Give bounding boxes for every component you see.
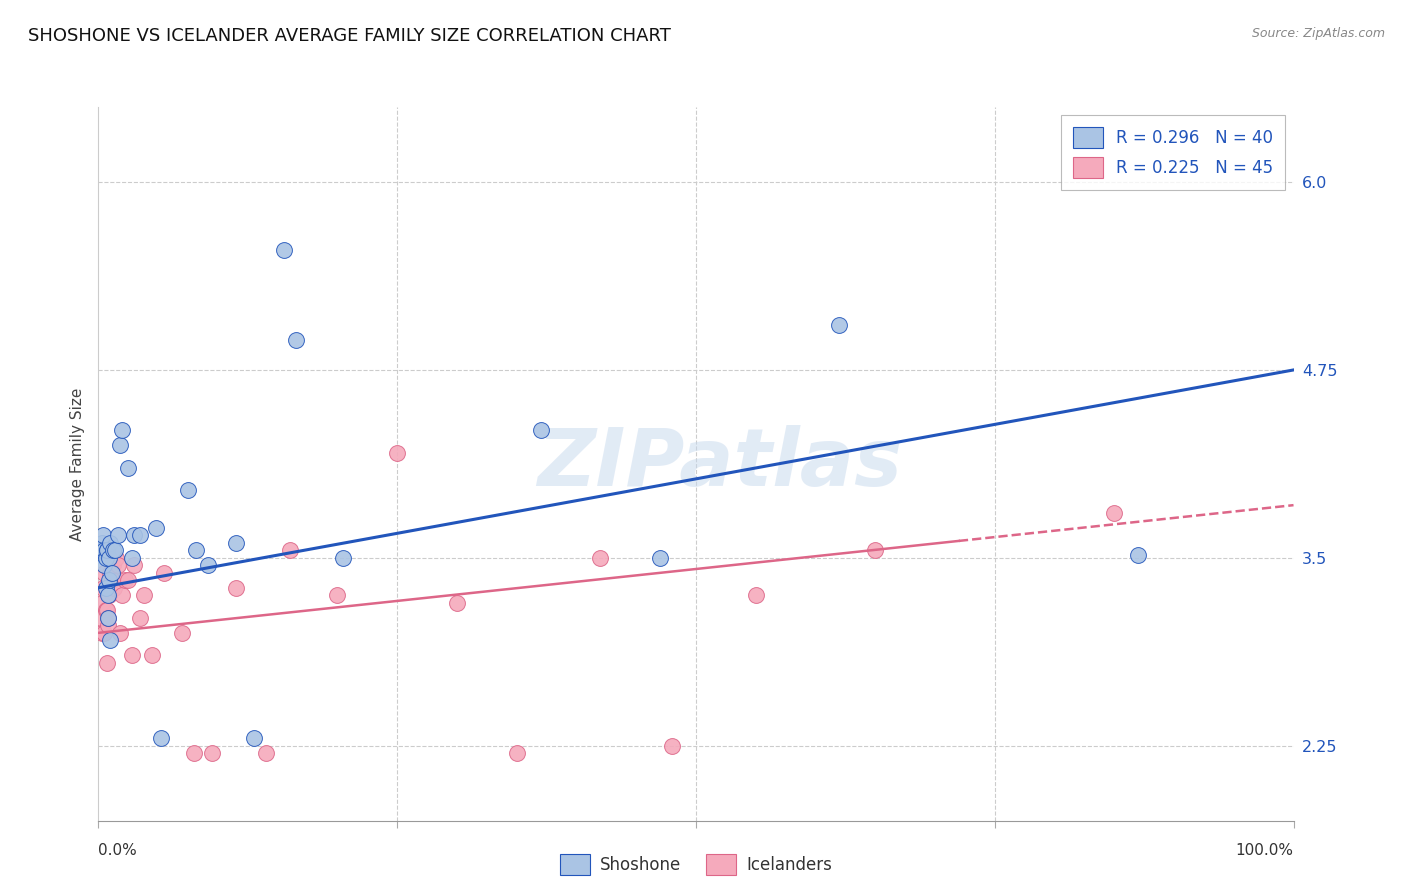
Point bbox=[94, 581, 117, 595]
Point bbox=[201, 746, 224, 760]
Point bbox=[93, 625, 115, 640]
Point bbox=[108, 438, 131, 452]
Text: Source: ZipAtlas.com: Source: ZipAtlas.com bbox=[1251, 27, 1385, 40]
Point bbox=[254, 746, 277, 760]
Point bbox=[96, 603, 118, 617]
Text: ZIPatlas: ZIPatlas bbox=[537, 425, 903, 503]
Point bbox=[101, 558, 124, 573]
Point bbox=[90, 543, 112, 558]
Point bbox=[90, 611, 112, 625]
Point bbox=[91, 535, 114, 549]
Point bbox=[326, 588, 349, 602]
Point bbox=[111, 588, 134, 602]
Point bbox=[129, 528, 152, 542]
Point bbox=[98, 574, 121, 588]
Point bbox=[225, 581, 247, 595]
Point bbox=[153, 566, 176, 580]
Point bbox=[141, 648, 163, 663]
Point bbox=[186, 543, 208, 558]
Point bbox=[101, 543, 124, 558]
Point bbox=[97, 611, 120, 625]
Point bbox=[828, 318, 851, 332]
Point bbox=[97, 618, 120, 632]
Point bbox=[1128, 548, 1150, 562]
Point bbox=[98, 588, 121, 602]
Point bbox=[661, 739, 683, 753]
Point bbox=[100, 550, 122, 565]
Point bbox=[863, 543, 887, 558]
Point bbox=[98, 550, 121, 565]
Legend: Shoshone, Icelanders: Shoshone, Icelanders bbox=[551, 846, 841, 884]
Point bbox=[97, 588, 120, 602]
Point bbox=[225, 535, 247, 549]
Text: SHOSHONE VS ICELANDER AVERAGE FAMILY SIZE CORRELATION CHART: SHOSHONE VS ICELANDER AVERAGE FAMILY SIZ… bbox=[28, 27, 671, 45]
Point bbox=[98, 574, 122, 588]
Point bbox=[117, 460, 139, 475]
Point bbox=[111, 423, 134, 437]
Point bbox=[273, 243, 295, 257]
Point bbox=[129, 611, 152, 625]
Point bbox=[124, 558, 146, 573]
Point bbox=[183, 746, 205, 760]
Point bbox=[332, 550, 354, 565]
Point bbox=[98, 566, 122, 580]
Point bbox=[94, 550, 117, 565]
Point bbox=[1102, 506, 1125, 520]
Point bbox=[385, 445, 409, 459]
Point bbox=[91, 581, 114, 595]
Point bbox=[446, 596, 468, 610]
Point bbox=[589, 550, 612, 565]
Y-axis label: Average Family Size: Average Family Size bbox=[69, 387, 84, 541]
Point bbox=[104, 543, 127, 558]
Point bbox=[91, 528, 114, 542]
Point bbox=[96, 543, 118, 558]
Point bbox=[648, 550, 672, 565]
Point bbox=[97, 611, 120, 625]
Point bbox=[107, 528, 129, 542]
Point bbox=[98, 633, 122, 648]
Point bbox=[124, 528, 146, 542]
Point bbox=[105, 550, 128, 565]
Point bbox=[132, 588, 155, 602]
Point bbox=[114, 574, 136, 588]
Point bbox=[121, 550, 143, 565]
Point bbox=[93, 566, 115, 580]
Point bbox=[103, 581, 125, 595]
Point bbox=[121, 648, 143, 663]
Text: 100.0%: 100.0% bbox=[1236, 843, 1294, 858]
Point bbox=[278, 543, 301, 558]
Point bbox=[94, 603, 117, 617]
Point bbox=[177, 483, 200, 497]
Point bbox=[100, 566, 122, 580]
Point bbox=[93, 543, 115, 558]
Point bbox=[172, 625, 194, 640]
Point bbox=[91, 596, 114, 610]
Point bbox=[98, 535, 122, 549]
Point bbox=[89, 543, 111, 558]
Point bbox=[145, 521, 167, 535]
Point bbox=[93, 558, 115, 573]
Point bbox=[506, 746, 529, 760]
Point bbox=[107, 558, 129, 573]
Point bbox=[96, 543, 118, 558]
Point bbox=[149, 731, 172, 745]
Point bbox=[529, 423, 551, 437]
Point bbox=[243, 731, 266, 745]
Point bbox=[100, 574, 122, 588]
Point bbox=[745, 588, 768, 602]
Point bbox=[96, 656, 118, 670]
Point bbox=[197, 558, 219, 573]
Point bbox=[108, 625, 131, 640]
Point bbox=[117, 574, 139, 588]
Point bbox=[91, 625, 114, 640]
Point bbox=[284, 333, 307, 347]
Text: 0.0%: 0.0% bbox=[98, 843, 138, 858]
